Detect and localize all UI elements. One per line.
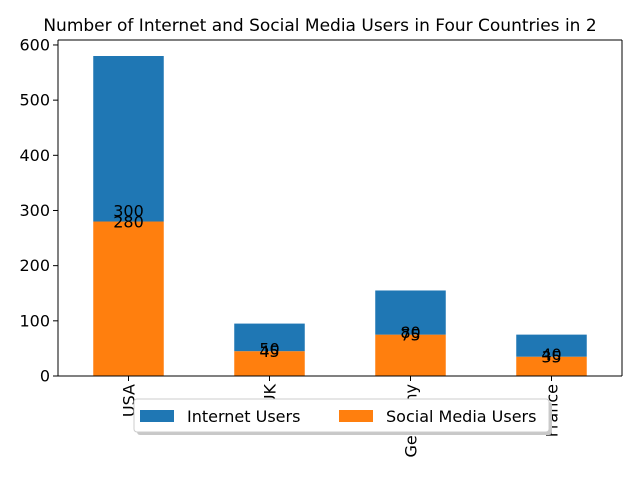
y-tick-label: 500: [19, 91, 50, 110]
bar-germany-social-media: [375, 334, 446, 376]
y-tick-label: 100: [19, 311, 50, 330]
bar-germany-internet: [375, 290, 446, 335]
bar-value-label: 45: [259, 342, 279, 361]
bar-usa-internet: [93, 56, 164, 222]
y-tick-label: 600: [19, 35, 50, 54]
bar-usa-social-media: [93, 221, 164, 376]
y-tick-label: 400: [19, 146, 50, 165]
legend-swatch: [339, 410, 373, 422]
bar-france-internet: [516, 334, 587, 357]
legend-label: Internet Users: [187, 407, 300, 426]
bar-uk-internet: [234, 323, 305, 352]
legend-label: Social Media Users: [386, 407, 536, 426]
bar-value-label: 280: [113, 213, 144, 232]
bar-uk-social-media: [234, 351, 305, 376]
bar-value-label: 50: [259, 339, 279, 358]
y-tick-label: 200: [19, 256, 50, 275]
bar-value-label: 75: [400, 326, 420, 345]
bars: [93, 56, 587, 376]
y-tick-label: 300: [19, 201, 50, 220]
legend: Internet Users Social Media Users: [133, 398, 552, 435]
bar-value-label: 300: [113, 201, 144, 220]
bar-france-social-media: [516, 356, 587, 376]
bar-value-label: 35: [541, 348, 561, 367]
bar-value-label: 80: [400, 323, 420, 342]
legend-swatch: [140, 410, 174, 422]
y-tick-label: 0: [40, 367, 50, 386]
chart-title: Number of Internet and Social Media User…: [43, 16, 596, 36]
bar-value-label: 40: [541, 345, 561, 364]
